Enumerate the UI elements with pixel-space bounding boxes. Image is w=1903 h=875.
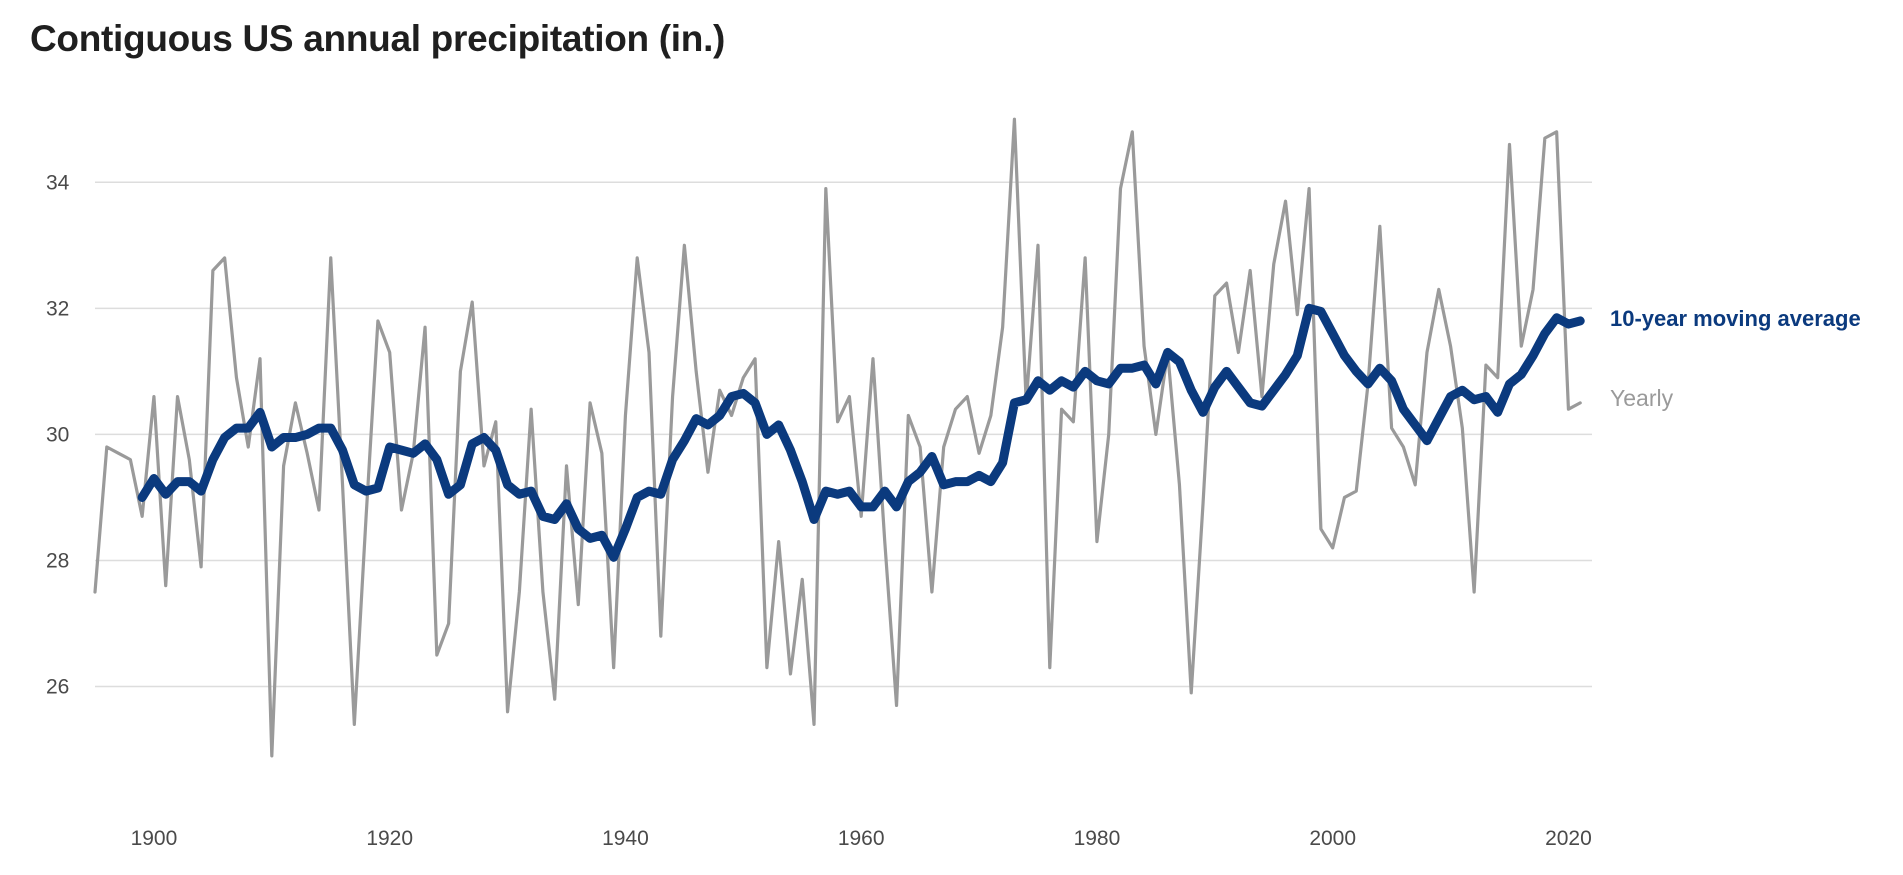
- series-line-yearly: [93, 117, 1582, 758]
- y-tick-label-26: 26: [46, 676, 69, 699]
- legend-moving-average: 10-year moving average: [1610, 306, 1861, 331]
- y-tick-label-28: 28: [46, 549, 69, 572]
- x-tick-label-1920: 1920: [366, 827, 413, 850]
- x-tick-label-1960: 1960: [838, 827, 885, 850]
- legend-yearly: Yearly: [1610, 385, 1674, 411]
- y-tick-label-32: 32: [46, 297, 69, 320]
- y-tick-label-30: 30: [46, 423, 69, 446]
- x-tick-label-2000: 2000: [1309, 827, 1356, 850]
- legend: 10-year moving average Yearly: [1610, 306, 1861, 411]
- x-tick-label-1900: 1900: [131, 827, 178, 850]
- y-tick-label-34: 34: [46, 171, 70, 194]
- y-axis: 26 28 30 32 34: [46, 171, 70, 698]
- x-tick-label-1980: 1980: [1074, 827, 1121, 850]
- series-line-moving-average: [137, 303, 1585, 562]
- chart-title: Contiguous US annual precipitation (in.): [30, 18, 726, 59]
- x-tick-label-1940: 1940: [602, 827, 649, 850]
- x-axis: 1900 1920 1940 1960 1980 2000 2020: [131, 827, 1592, 850]
- series-layer: [93, 117, 1585, 758]
- grid-layer: [95, 181, 1592, 688]
- x-tick-label-2020: 2020: [1545, 827, 1592, 850]
